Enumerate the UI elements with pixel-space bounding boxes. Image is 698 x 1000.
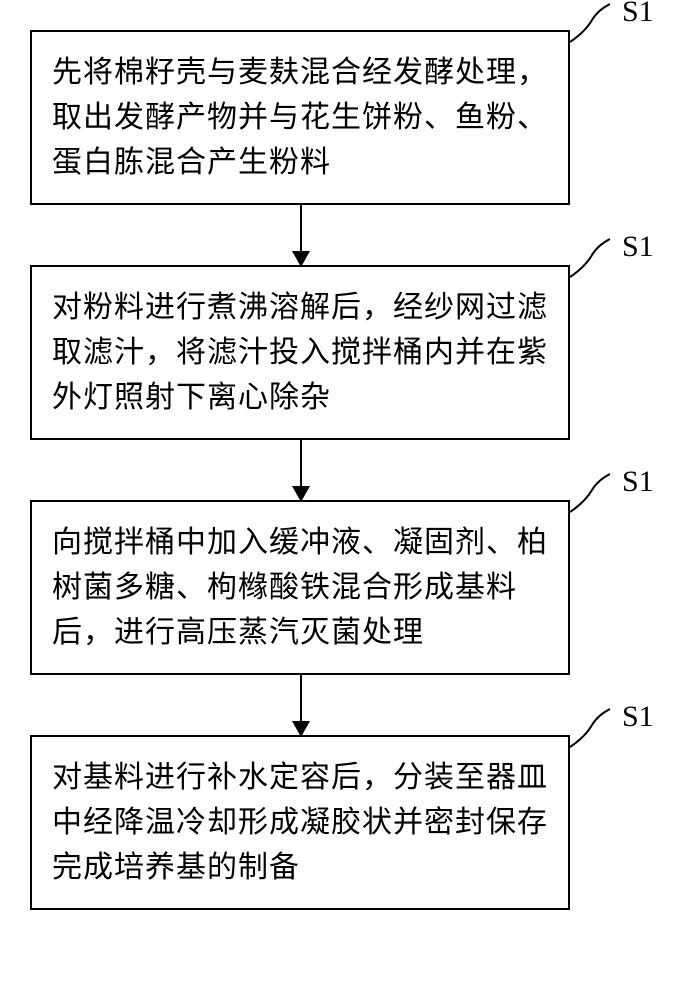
callout-curve-3 (570, 472, 620, 517)
arrow-3 (300, 675, 302, 735)
step-text-2: 对粉料进行煮沸溶解后，经纱网过滤取滤汁，将滤汁投入搅拌桶内并在紫外灯照射下离心除… (52, 285, 548, 420)
step-text-4: 对基料进行补水定容后，分装至器皿中经降温冷却形成凝胶状并密封保存完成培养基的制备 (52, 755, 548, 890)
callout-curve-1 (570, 2, 620, 47)
step-text-1: 先将棉籽壳与麦麸混合经发酵处理，取出发酵产物并与花生饼粉、鱼粉、蛋白胨混合产生粉… (52, 50, 548, 185)
step-label-1: S1 (622, 0, 654, 29)
step-box-3: 向搅拌桶中加入缓冲液、凝固剂、柏树菌多糖、枸橼酸铁混合形成基料后，进行高压蒸汽灭… (30, 500, 570, 675)
step-box-4: 对基料进行补水定容后，分装至器皿中经降温冷却形成凝胶状并密封保存完成培养基的制备 (30, 735, 570, 910)
step-label-3: S1 (622, 465, 654, 499)
step-label-2: S1 (622, 230, 654, 264)
step-box-1: 先将棉籽壳与麦麸混合经发酵处理，取出发酵产物并与花生饼粉、鱼粉、蛋白胨混合产生粉… (30, 30, 570, 205)
flowchart-container: 先将棉籽壳与麦麸混合经发酵处理，取出发酵产物并与花生饼粉、鱼粉、蛋白胨混合产生粉… (30, 30, 670, 910)
callout-curve-2 (570, 237, 620, 282)
arrow-2 (300, 440, 302, 500)
step-box-2: 对粉料进行煮沸溶解后，经纱网过滤取滤汁，将滤汁投入搅拌桶内并在紫外灯照射下离心除… (30, 265, 570, 440)
callout-curve-4 (570, 707, 620, 752)
arrow-1 (300, 205, 302, 265)
step-label-4: S1 (622, 700, 654, 734)
step-text-3: 向搅拌桶中加入缓冲液、凝固剂、柏树菌多糖、枸橼酸铁混合形成基料后，进行高压蒸汽灭… (52, 520, 548, 655)
